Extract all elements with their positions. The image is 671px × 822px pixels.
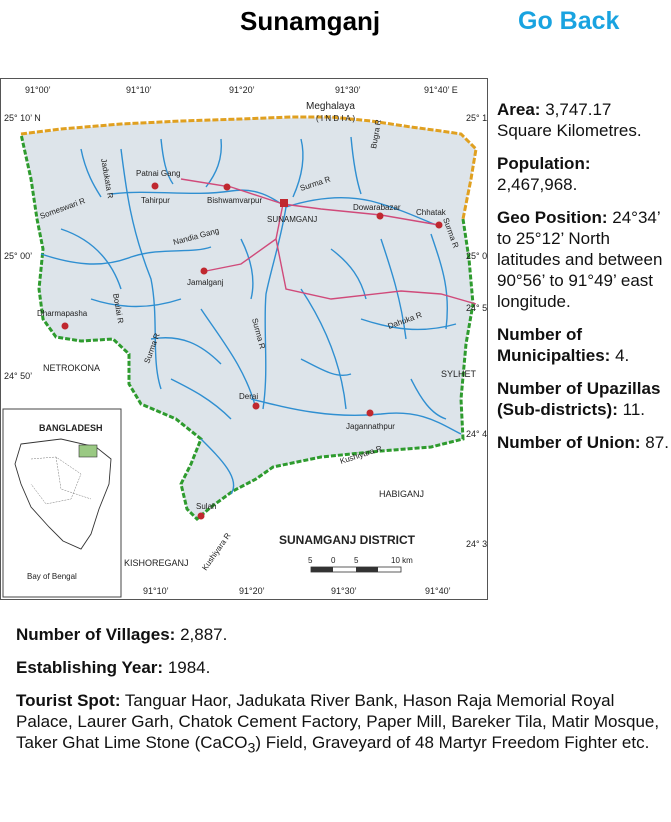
right-tick-label: 24° 45’ <box>466 429 488 439</box>
establishing-value: 1984. <box>167 658 211 677</box>
right-tick-label: 24° 55’ <box>466 303 488 313</box>
town-label: Dowarabazar <box>353 203 401 212</box>
top-tick-label: 91°40’ E <box>424 85 458 95</box>
town-marker <box>280 199 288 207</box>
town-label: Jamalganj <box>187 278 224 287</box>
upazillas-fact: Number of Upazillas (Sub-districts): 11. <box>497 378 669 420</box>
tourist-value-pre: Tanguar Haor, Jadukata River Bank, Hason… <box>16 691 660 752</box>
top-tick-label: 91°10’ <box>126 85 152 95</box>
left-tick-label: 24° 50’ <box>4 371 32 381</box>
town-label: Tahirpur <box>141 196 170 205</box>
neighbor-label: HABIGANJ <box>379 489 424 499</box>
district-boundary <box>19 133 475 522</box>
municipalities-label: Number of Municipalties: <box>497 325 611 365</box>
right-tick-label: 25° 00’ <box>466 251 488 261</box>
bottom-tick-label: 91°40’ <box>425 586 451 596</box>
tourist-label: Tourist Spot: <box>16 691 121 710</box>
inset-caption: Bay of Bengal <box>27 572 77 581</box>
tourist-value-post: ) Field, Graveyard of 48 Martyr Freedom … <box>255 733 650 752</box>
left-tick-label: 25° 10’ N <box>4 113 41 123</box>
top-tick-label: 91°30’ <box>335 85 361 95</box>
district-label: SUNAMGANJ DISTRICT <box>279 533 416 547</box>
scale-label: 10 km <box>391 556 413 565</box>
town-marker <box>223 183 231 191</box>
town-marker <box>435 221 443 229</box>
bangladesh-outline <box>14 438 112 550</box>
bottom-tick-label: 91°30’ <box>331 586 357 596</box>
area-value: 3,747.17 Square Kilometres. <box>497 100 642 140</box>
top-tick-label: 91°20’ <box>229 85 255 95</box>
bangladesh-inset: BANGLADESH Bay of Bengal <box>2 408 122 598</box>
tourist-fact: Tourist Spot: Tanguar Haor, Jadukata Riv… <box>16 690 661 759</box>
town-marker <box>197 512 205 520</box>
scale-label: 5 <box>308 556 313 565</box>
town-label: Bishwamvarpur <box>207 196 262 205</box>
town-markers <box>61 182 443 520</box>
town-marker <box>252 402 260 410</box>
town-label: Derai <box>239 392 258 401</box>
page-title: Sunamganj <box>240 6 381 36</box>
town-label: Dharmapasha <box>37 309 88 318</box>
scale-label: 5 <box>354 556 359 565</box>
scale-label: 0 <box>331 556 336 565</box>
town-label: Chhatak <box>416 208 447 217</box>
meghalaya-label: Meghalaya <box>306 101 355 112</box>
district-map-svg: 91°00’ 91°10’ 91°20’ 91°30’ 91°40’ E 91°… <box>2 85 488 598</box>
inset-title: BANGLADESH <box>39 423 103 433</box>
town-label: Sulah <box>196 502 216 511</box>
town-marker <box>200 267 208 275</box>
road-network <box>180 178 477 305</box>
town-label: Patnai Gang <box>136 169 180 178</box>
neighbor-label: SYLHET <box>441 369 477 379</box>
population-label: Population: <box>497 154 591 173</box>
bottom-tick-label: 91°10’ <box>143 586 169 596</box>
geo-value: 24°34’ to 25°12’ North latitudes and bet… <box>497 208 663 311</box>
upazillas-label: Number of Upazillas (Sub-districts): <box>497 379 661 419</box>
right-tick-label: 25° 10’ <box>466 113 488 123</box>
scale-bar: 5 0 5 10 km <box>308 556 413 573</box>
population-value: 2,467,968. <box>497 175 578 194</box>
town-marker <box>376 212 384 220</box>
town-marker <box>366 409 374 417</box>
union-value: 87. <box>645 433 669 452</box>
right-tick-label: 24° 35’ <box>466 539 488 549</box>
municipalities-value: 4. <box>615 346 630 365</box>
district-map: 91°00’ 91°10’ 91°20’ 91°30’ 91°40’ E 91°… <box>0 78 488 600</box>
villages-value: 2,887. <box>180 625 228 644</box>
upazillas-value: 11. <box>622 400 645 419</box>
establishing-label: Establishing Year: <box>16 658 164 677</box>
india-label: ( I N D I A ) <box>316 114 355 123</box>
sunamganj-highlight <box>78 444 98 458</box>
town-label: Jagannathpur <box>346 422 395 431</box>
geo-fact: Geo Position: 24°34’ to 25°12’ North lat… <box>497 207 669 312</box>
union-fact: Number of Union: 87. <box>497 432 669 453</box>
india-border <box>20 115 478 220</box>
go-back-link[interactable]: Go Back <box>518 7 620 35</box>
town-label: SUNAMGANJ <box>267 215 317 224</box>
union-label: Number of Union: <box>497 433 641 452</box>
town-marker <box>61 322 69 330</box>
establishing-fact: Establishing Year: 1984. <box>16 657 661 678</box>
area-label: Area: <box>497 100 541 119</box>
town-marker <box>151 182 159 190</box>
geo-label: Geo Position: <box>497 208 608 227</box>
tourist-value-sub: 3 <box>247 740 256 757</box>
river-network <box>40 136 462 495</box>
area-fact: Area: 3,747.17 Square Kilometres. <box>497 99 669 141</box>
left-tick-label: 25° 00’ <box>4 251 32 261</box>
population-fact: Population: 2,467,968. <box>497 153 669 195</box>
details-panel: Number of Villages: 2,887. Establishing … <box>16 624 661 771</box>
top-tick-label: 91°00’ <box>25 85 51 95</box>
bottom-tick-label: 91°20’ <box>239 586 265 596</box>
neighbor-label: KISHOREGANJ <box>124 558 189 568</box>
villages-label: Number of Villages: <box>16 625 176 644</box>
facts-panel: Area: 3,747.17 Square Kilometres. Popula… <box>497 99 669 465</box>
villages-fact: Number of Villages: 2,887. <box>16 624 661 645</box>
neighbor-label: NETROKONA <box>43 363 100 373</box>
district-land <box>21 117 476 519</box>
river-label: Kushiyara R <box>200 531 232 572</box>
municipalities-fact: Number of Municipalties: 4. <box>497 324 669 366</box>
